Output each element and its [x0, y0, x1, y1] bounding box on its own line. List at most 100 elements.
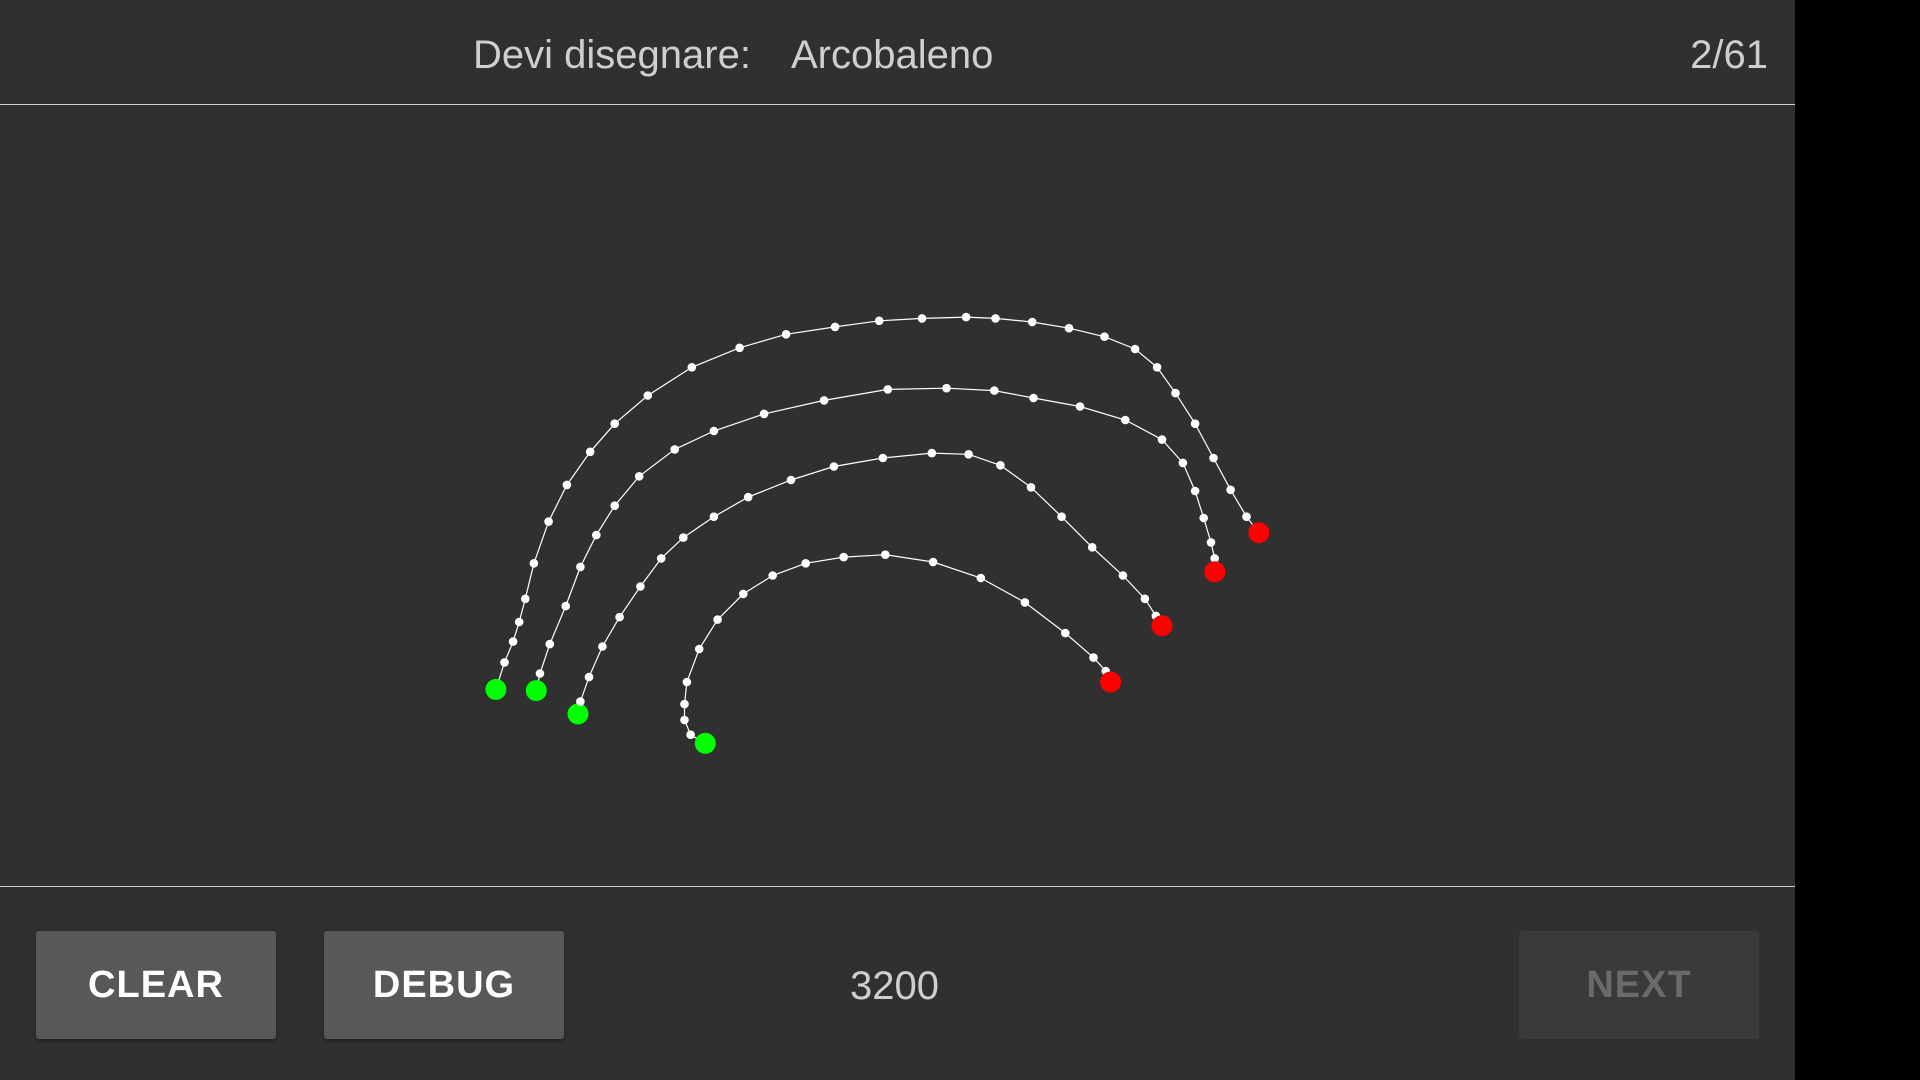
stroke-sample-point [1089, 653, 1098, 662]
stroke-sample-point [1190, 419, 1200, 429]
stroke-sample-point [1029, 393, 1038, 403]
stroke-3 [567, 448, 1173, 725]
stroke-sample-point [1100, 332, 1109, 341]
score-value: 3200 [850, 964, 939, 1008]
stroke-sample-point [656, 554, 666, 563]
stroke-sample-point [1064, 323, 1074, 333]
stroke-sample-point [521, 594, 530, 604]
stroke-sample-point [1199, 513, 1208, 523]
stroke-sample-point [830, 322, 840, 332]
app-window: Devi disegnare: Arcobaleno 2/61 CLEAR DE… [0, 0, 1795, 1080]
stroke-2 [525, 383, 1226, 702]
stroke-end-point [1151, 615, 1173, 637]
stroke-sample-point [928, 557, 938, 567]
stroke-start-point [567, 703, 589, 725]
prompt-label: Devi disegnare: [473, 33, 751, 77]
stroke-sample-point [1075, 402, 1085, 411]
stroke-sample-point [610, 419, 619, 429]
stroke-sample-point [713, 615, 722, 624]
stroke-sample-point [801, 559, 810, 568]
stroke-sample-point [680, 699, 689, 709]
header-bar: Devi disegnare: Arcobaleno 2/61 [0, 0, 1795, 105]
stroke-sample-point [1130, 344, 1140, 354]
stroke-sample-point [839, 552, 848, 562]
stroke-sample-point [584, 672, 594, 682]
stroke-sample-point [682, 677, 692, 687]
stroke-sample-point [881, 550, 890, 559]
stroke-sample-point [1020, 598, 1030, 607]
stroke-end-point [1100, 671, 1122, 693]
stroke-sample-point [878, 453, 888, 463]
stroke-sample-point [1178, 458, 1188, 468]
stroke-sample-point [1206, 538, 1216, 547]
drawing-canvas-area[interactable] [0, 106, 1795, 886]
stroke-sample-point [576, 562, 585, 572]
stroke-sample-point [781, 330, 791, 339]
stroke-sample-point [508, 637, 518, 646]
stroke-sample-point [529, 559, 539, 568]
stroke-sample-point [1140, 594, 1150, 604]
stroke-sample-point [991, 314, 1000, 323]
stroke-sample-point [996, 461, 1005, 470]
stroke-end-point [1248, 522, 1270, 544]
stroke-sample-point [636, 582, 645, 591]
stroke-sample-point [1057, 512, 1066, 521]
stroke-line [495, 316, 1260, 690]
stroke-sample-point [1157, 435, 1167, 444]
stroke-sample-point [1210, 554, 1219, 563]
stroke-sample-point [1226, 485, 1235, 495]
stroke-end-point [1204, 561, 1226, 583]
stroke-sample-point [709, 426, 719, 436]
progress-counter: 2/61 [1690, 33, 1768, 77]
stroke-sample-point [1027, 317, 1037, 327]
stroke-sample-point [1026, 483, 1036, 492]
stroke-sample-point [598, 642, 607, 651]
stroke-sample-point [545, 639, 555, 649]
stroke-sample-point [743, 492, 753, 502]
footer-bar: CLEAR DEBUG 3200 NEXT [0, 886, 1795, 1080]
drawing-canvas[interactable] [0, 106, 1795, 886]
stroke-sample-point [1190, 486, 1200, 496]
stroke-sample-point [1121, 415, 1130, 425]
stroke-sample-point [1087, 543, 1097, 552]
stroke-start-point [694, 732, 716, 754]
stroke-sample-point [786, 475, 796, 485]
stroke-sample-point [819, 396, 829, 405]
debug-button[interactable]: DEBUG [324, 931, 564, 1039]
stroke-sample-point [1061, 628, 1070, 638]
stroke-line [577, 452, 1163, 715]
stroke-sample-point [592, 530, 601, 540]
stroke-sample-point [670, 445, 679, 454]
stroke-sample-point [829, 462, 839, 471]
stroke-sample-point [1242, 512, 1251, 521]
stroke-sample-point [927, 448, 937, 458]
stroke-sample-point [739, 589, 748, 599]
stroke-4 [680, 550, 1122, 754]
stroke-sample-point [634, 472, 644, 481]
stroke-sample-point [500, 658, 509, 667]
stroke-sample-point [709, 512, 719, 521]
stroke-line [535, 387, 1216, 691]
stroke-sample-point [687, 363, 697, 372]
stroke-sample-point [561, 601, 570, 611]
stroke-line [683, 554, 1112, 744]
stroke-sample-point [1209, 453, 1218, 463]
stroke-1 [485, 312, 1270, 700]
stroke-sample-point [735, 343, 744, 353]
stroke-sample-point [759, 409, 769, 419]
next-button[interactable]: NEXT [1519, 931, 1759, 1039]
stroke-sample-point [514, 617, 524, 627]
stroke-sample-point [961, 312, 971, 322]
stroke-sample-point [535, 669, 545, 678]
stroke-sample-point [1171, 388, 1180, 398]
stroke-sample-point [874, 316, 884, 326]
stroke-sample-point [917, 314, 927, 323]
stroke-start-point [525, 680, 547, 702]
stroke-sample-point [694, 644, 704, 654]
stroke-sample-point [768, 571, 777, 580]
stroke-sample-point [643, 391, 653, 400]
stroke-sample-point [942, 383, 951, 393]
stroke-sample-point [686, 730, 695, 739]
clear-button[interactable]: CLEAR [36, 931, 276, 1039]
stroke-sample-point [615, 612, 624, 622]
